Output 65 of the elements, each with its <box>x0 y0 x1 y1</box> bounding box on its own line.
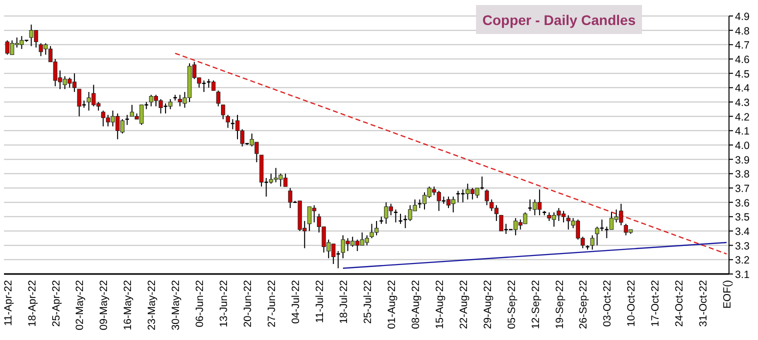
candlestick <box>125 114 129 126</box>
x-tick-label: 17-Oct-22 <box>650 280 662 327</box>
x-tick-label: 04-Jul-22 <box>290 280 302 324</box>
x-tick-label: 26-Sep-22 <box>578 280 590 330</box>
x-tick-label: 27-Jun-22 <box>266 280 278 328</box>
y-tick-label: 3.6 <box>735 197 750 210</box>
x-tick-label: 30-May-22 <box>170 280 182 330</box>
x-tick-label: 02-May-22 <box>74 280 86 330</box>
candlestick <box>221 104 226 120</box>
x-tick-label: 19-Sep-22 <box>554 280 566 330</box>
x-tick-label: 13-Jun-22 <box>218 280 230 328</box>
y-tick-label: 3.2 <box>735 254 750 267</box>
x-tick-label: 22-Aug-22 <box>458 280 470 330</box>
x-tick-label: 18-Jul-22 <box>338 280 350 324</box>
x-tick-label: 24-Oct-22 <box>674 280 686 327</box>
candlestick <box>216 90 220 107</box>
candlestick <box>480 176 484 190</box>
candlestick <box>398 213 402 224</box>
y-tick-label: 4.7 <box>735 40 750 52</box>
candlestick <box>499 214 504 232</box>
y-tick-label: 4.6 <box>735 54 750 66</box>
y-tick-label: 3.4 <box>735 226 750 238</box>
y-tick-label: 4.5 <box>735 68 750 80</box>
y-tick-label: 4.8 <box>735 25 750 38</box>
x-tick-label: 25-Jul-22 <box>362 280 374 324</box>
x-tick-label: 31-Oct-22 <box>698 280 710 327</box>
y-tick-label: 4.0 <box>735 140 750 152</box>
x-tick-label: 23-May-22 <box>146 280 158 330</box>
y-tick-label: 3.5 <box>735 212 750 224</box>
x-tick-label: 10-Oct-22 <box>626 280 638 327</box>
y-tick-label: 3.8 <box>735 168 750 181</box>
candlestick <box>590 234 594 250</box>
y-tick-label: 4.3 <box>735 97 750 109</box>
x-tick-label: 20-Jun-22 <box>242 280 254 328</box>
x-tick-label: 16-May-22 <box>122 280 134 330</box>
x-tick-label: 08-Aug-22 <box>410 280 422 330</box>
y-tick-label: 3.9 <box>735 154 750 166</box>
x-tick-label: 12-Sep-22 <box>530 280 542 330</box>
y-tick-label: 3.7 <box>735 183 750 195</box>
y-tick-label: 3.3 <box>735 240 750 252</box>
x-tick-label: 06-Jun-22 <box>194 280 206 328</box>
chart-title: Copper - Daily Candles <box>482 12 636 28</box>
x-tick-label: 01-Aug-22 <box>386 280 398 330</box>
candlestick <box>226 114 230 128</box>
candlestick <box>164 102 168 114</box>
x-tick-label: 11-Jul-22 <box>314 280 326 323</box>
x-tick-label: 05-Sep-22 <box>506 280 518 330</box>
candlestick <box>595 226 600 246</box>
candlestick <box>528 198 532 212</box>
x-tick-label: 15-Aug-22 <box>434 280 446 330</box>
x-tick-label: 11-Apr-22 <box>2 280 14 326</box>
y-tick-label: 4.1 <box>735 126 750 138</box>
y-tick-label: 4.9 <box>735 11 750 23</box>
x-tick-label: 09-May-22 <box>98 280 110 330</box>
x-tick-label: 03-Oct-22 <box>602 280 614 327</box>
x-tick-label: 18-Apr-22 <box>26 280 38 327</box>
candlestick <box>211 80 216 92</box>
x-tick-label: 29-Aug-22 <box>482 280 494 330</box>
y-tick-label: 3.1 <box>735 269 750 281</box>
y-tick-label: 4.4 <box>735 82 750 95</box>
x-tick-label: EOF() <box>722 280 734 309</box>
x-tick-label: 25-Apr-22 <box>50 280 62 327</box>
candlestick <box>484 188 489 206</box>
y-tick-label: 4.2 <box>735 111 750 124</box>
candlestick <box>264 177 268 198</box>
